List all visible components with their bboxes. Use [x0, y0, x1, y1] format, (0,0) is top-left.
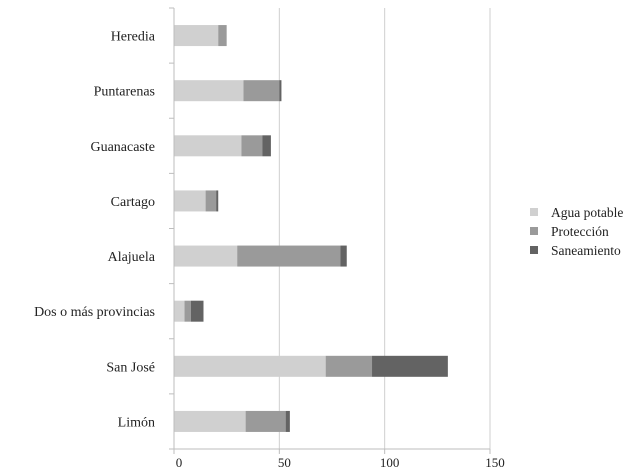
x-tick-label: 100: [380, 455, 400, 470]
bar-segment: [218, 25, 227, 47]
bar-segment: [174, 355, 326, 377]
legend-swatch: [530, 208, 538, 216]
bar-segment: [372, 355, 448, 377]
bar-segment: [216, 190, 219, 212]
bar-segment: [174, 190, 206, 212]
x-tick-label: 50: [278, 455, 291, 470]
category-label: Guanacaste: [90, 140, 155, 155]
legend: Agua potable Protección Saneamiento: [530, 205, 623, 258]
legend-swatch: [530, 246, 538, 254]
bars: [174, 25, 448, 432]
bar-segment: [279, 80, 282, 102]
bar-segment: [174, 245, 238, 267]
grid-lines: [169, 7, 491, 454]
bar-segment: [241, 135, 263, 157]
bar-segment: [262, 135, 271, 157]
bar-segment: [174, 25, 219, 47]
axes: [173, 8, 490, 450]
bar-segment: [190, 300, 204, 322]
x-tick-label: 0: [176, 455, 183, 470]
bar-segment: [285, 410, 290, 432]
legend-label: Saneamiento: [551, 243, 621, 258]
legend-label: Agua potable: [551, 205, 623, 220]
bar-segment: [325, 355, 373, 377]
category-label: San José: [106, 360, 155, 375]
category-label: Dos o más provincias: [34, 305, 155, 320]
legend-label: Protección: [551, 224, 609, 239]
legend-swatch: [530, 227, 538, 235]
bar-segment: [205, 190, 217, 212]
x-tick-label: 150: [485, 455, 505, 470]
x-tick-labels: 0 50 100 150: [176, 455, 505, 470]
category-label: Cartago: [111, 195, 155, 210]
category-label: Alajuela: [108, 250, 156, 265]
bar-segment: [174, 300, 185, 322]
bar-segment: [340, 245, 347, 267]
bar-segment: [243, 80, 280, 102]
category-labels: Heredia Puntarenas Guanacaste Cartago Alajue…: [34, 30, 156, 431]
bar-segment: [174, 80, 244, 102]
bar-segment: [237, 245, 341, 267]
category-label: Puntarenas: [94, 85, 155, 100]
bar-segment: [174, 135, 242, 157]
category-label: Heredia: [111, 30, 156, 45]
bar-segment: [245, 410, 286, 432]
category-label: Limón: [118, 415, 155, 430]
bar-segment: [174, 410, 246, 432]
bar-segment: [184, 300, 191, 322]
